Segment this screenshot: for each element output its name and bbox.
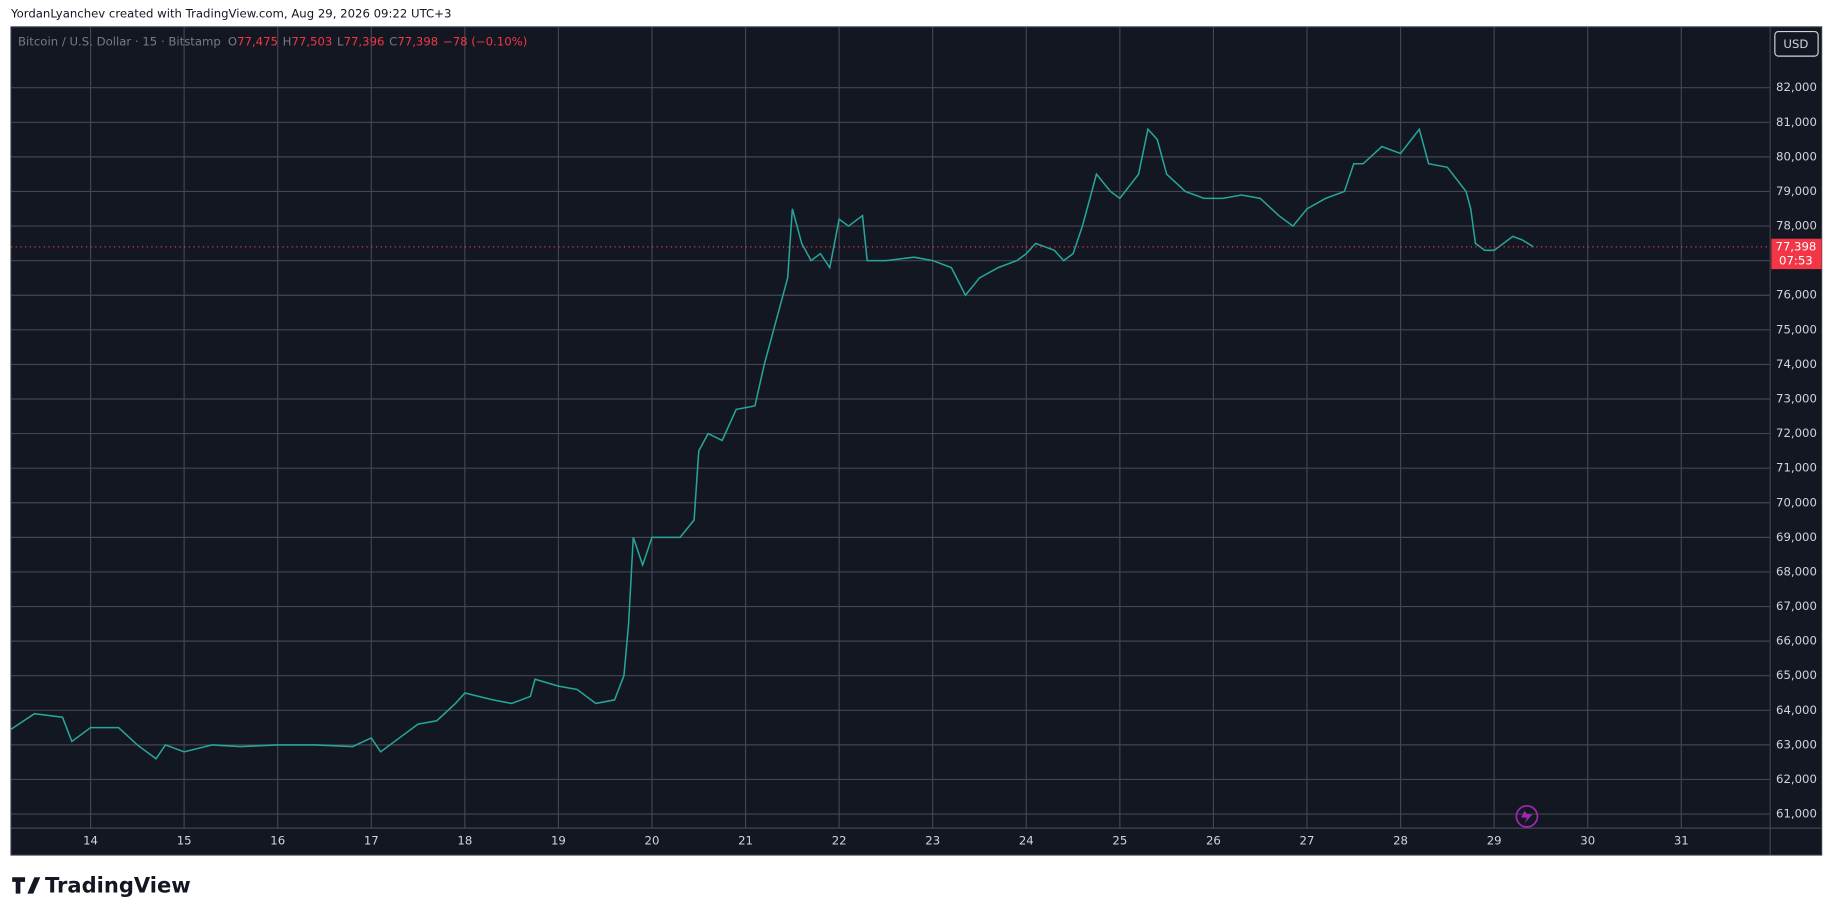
y-tick-label: 61,000: [1776, 807, 1817, 821]
x-tick-label: 28: [1393, 833, 1408, 847]
ohlc-value: 77,396: [344, 35, 385, 49]
last-price-label: 77,398: [1775, 239, 1816, 253]
x-tick-label: 24: [1019, 833, 1034, 847]
y-tick-label: 82,000: [1776, 80, 1817, 94]
credit: YordanLyanchev created with TradingView.…: [10, 7, 451, 21]
y-tick-label: 72,000: [1776, 426, 1817, 440]
y-tick-label: 63,000: [1776, 737, 1817, 751]
x-tick-label: 27: [1300, 833, 1315, 847]
y-tick-label: 73,000: [1776, 392, 1817, 406]
y-tick-label: 74,000: [1776, 357, 1817, 371]
y-tick-label: 80,000: [1776, 149, 1817, 163]
x-tick-label: 21: [738, 833, 753, 847]
currency[interactable]: USD: [1783, 37, 1808, 51]
x-tick-label: 23: [925, 833, 940, 847]
y-tick-label: 64,000: [1776, 703, 1817, 717]
ohlc-name: O: [228, 35, 237, 49]
y-tick-label: 67,000: [1776, 599, 1817, 613]
y-tick-label: 75,000: [1776, 322, 1817, 336]
symbol: Bitcoin / U.S. Dollar · 15 · Bitstamp: [18, 35, 221, 49]
y-tick-label: 79,000: [1776, 184, 1817, 198]
y-tick-label: 81,000: [1776, 115, 1817, 129]
x-tick-label: 30: [1580, 833, 1595, 847]
brand: TradingView: [45, 873, 191, 898]
y-tick-label: 68,000: [1776, 564, 1817, 578]
x-tick-label: 20: [645, 833, 660, 847]
replay-icon[interactable]: [1515, 805, 1539, 828]
y-tick-label: 70,000: [1776, 495, 1817, 509]
plot: [10, 127, 1771, 760]
y-tick-label: 71,000: [1776, 461, 1817, 475]
x-tick-label: 18: [457, 833, 472, 847]
y-tick-label: 76,000: [1776, 288, 1817, 302]
y-tick-label: 69,000: [1776, 530, 1817, 544]
grid: [11, 26, 1771, 829]
x-tick-label: 17: [364, 833, 379, 847]
ohlc-value: 77,398: [397, 35, 438, 49]
ohlc-name: C: [389, 35, 397, 49]
x-tick-label: 16: [270, 833, 285, 847]
ohlc-value: 77,503: [291, 35, 332, 49]
ohlc-name: H: [283, 35, 292, 49]
x-tick-label: 15: [177, 833, 192, 847]
ohlc-name: L: [337, 35, 344, 49]
x-tick-label: 29: [1487, 833, 1502, 847]
y-tick-label: 62,000: [1776, 772, 1817, 786]
countdown: 07:53: [1779, 253, 1813, 267]
replay-icon-bolt: [1521, 810, 1533, 824]
change: −78 (−0.10%): [443, 35, 527, 49]
y-tick-label: 65,000: [1776, 668, 1817, 682]
y-tick-label: 78,000: [1776, 219, 1817, 233]
x-tick-label: 25: [1112, 833, 1127, 847]
x-tick-label: 14: [83, 833, 98, 847]
price-line: [10, 127, 1534, 760]
brand-logo: [12, 877, 41, 894]
ohlc-value: 77,475: [237, 35, 278, 49]
x-tick-label: 19: [551, 833, 566, 847]
y-tick-label: 66,000: [1776, 634, 1817, 648]
last-price-box: [1771, 238, 1822, 270]
x-tick-label: 22: [832, 833, 847, 847]
x-tick-label: 31: [1674, 833, 1689, 847]
x-tick-label: 26: [1206, 833, 1221, 847]
currency-button[interactable]: [1774, 30, 1819, 57]
chart-panel: [10, 26, 1823, 856]
